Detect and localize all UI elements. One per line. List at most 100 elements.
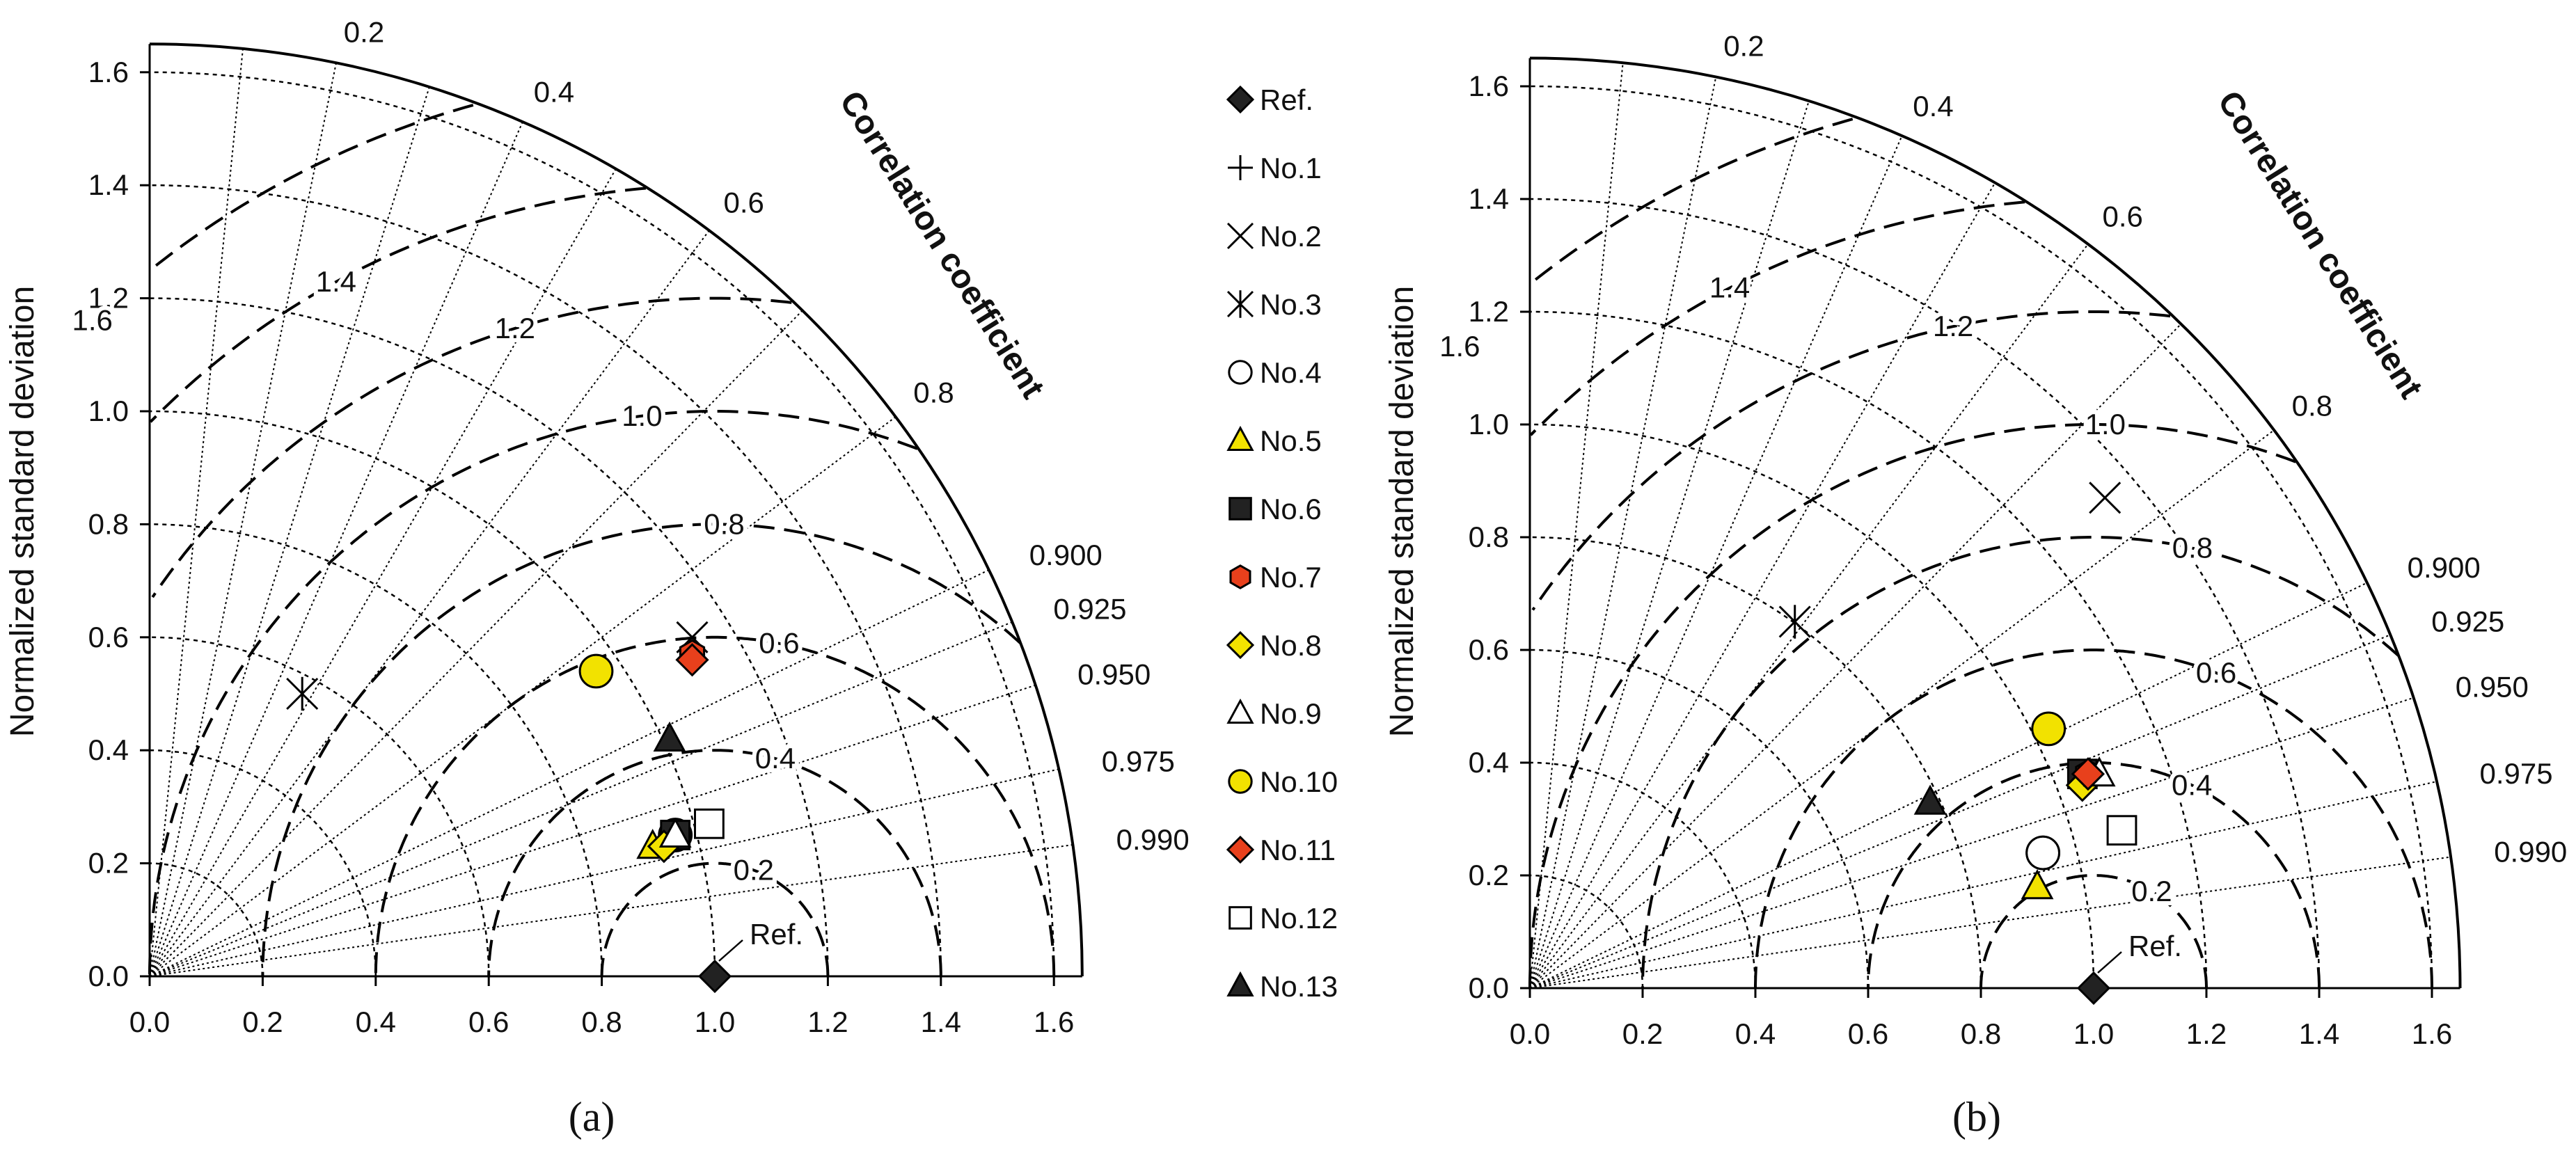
std-arc — [149, 636, 490, 977]
rms-label: 0.2 — [734, 854, 774, 887]
corr-tick-label: 0.975 — [1102, 745, 1175, 778]
rms-arc — [150, 104, 474, 270]
point-no4 — [2025, 835, 2061, 871]
corr-tick-label: 0.900 — [1029, 539, 1103, 571]
corr-tick-label: 0.900 — [2408, 551, 2481, 584]
rms-arc — [151, 296, 792, 598]
rms-arc — [374, 635, 1056, 976]
rms-label: 0.4 — [755, 742, 796, 774]
legend-marker-no13 — [1226, 971, 1254, 996]
rms-arc — [148, 410, 918, 976]
rms-arc — [1531, 310, 2171, 611]
point-no11 — [2071, 757, 2105, 791]
rms-label: 0.6 — [2196, 656, 2236, 689]
x-tick-label: 1.2 — [807, 1006, 848, 1038]
std-arc — [1529, 649, 1870, 989]
taylor-panel-b: 0.00.00.20.20.40.40.60.60.80.81.01.01.21… — [1384, 30, 2567, 1050]
corr-tick-label: 0.6 — [2103, 200, 2143, 232]
taylor-panel-a: 0.00.00.20.20.40.40.60.60.80.81.01.01.21… — [4, 15, 1190, 1038]
point-no12 — [2106, 815, 2138, 846]
rms-label: 0.6 — [759, 627, 799, 660]
y-tick-label: 0.0 — [88, 960, 129, 992]
rms-label: 1.4 — [1709, 271, 1750, 304]
outer-arc — [1529, 56, 2462, 989]
y-tick-label: 1.0 — [1469, 408, 1509, 440]
corr-tick-label: 0.950 — [1077, 658, 1151, 690]
legend-marker-no10 — [1228, 769, 1253, 794]
legend-marker-no7 — [1229, 564, 1251, 589]
x-tick-label: 0.4 — [1735, 1017, 1776, 1050]
point-no3 — [286, 676, 319, 711]
y-tick-label: 1.6 — [88, 56, 129, 88]
y-axis-label: Normalized standard deviation — [4, 286, 41, 737]
corr-ray — [1529, 634, 2391, 989]
point-ref — [697, 959, 732, 994]
x-tick-label: 1.4 — [921, 1006, 961, 1038]
corr-ray — [1529, 244, 2089, 989]
corr-ray — [149, 63, 337, 977]
y-tick-label: 0.4 — [88, 733, 129, 766]
corr-tick-label: 0.6 — [724, 186, 764, 219]
corr-ray — [149, 684, 1036, 977]
rms-label: 1.0 — [2085, 408, 2126, 440]
corr-tick-label: 0.2 — [344, 15, 384, 48]
y-tick-label: 0.8 — [88, 507, 129, 540]
point-no13 — [653, 721, 686, 752]
legend-marker-no3 — [1226, 290, 1254, 318]
x-tick-label: 0.6 — [1848, 1017, 1888, 1050]
corr-ray — [1529, 781, 2437, 989]
rms-arc — [1529, 200, 2025, 436]
rms-arc — [261, 523, 1022, 976]
corr-axis-title: Correlation coefficient — [832, 85, 1052, 405]
ref-annotation: Ref. — [2128, 930, 2182, 962]
legend-label: No.5 — [1260, 424, 1322, 457]
y-tick-label: 0.6 — [1469, 633, 1509, 666]
legend-marker-no11 — [1226, 835, 1255, 864]
corr-ray — [1529, 429, 2275, 989]
rms-arc — [1641, 536, 2400, 988]
x-tick-label: 1.4 — [2299, 1017, 2339, 1050]
rms-label: 1.2 — [1933, 310, 1973, 342]
legend-marker-no9 — [1226, 698, 1254, 724]
legend-marker-no5 — [1226, 425, 1254, 451]
legend-label: No.2 — [1260, 220, 1322, 253]
panel-label-b: (b) — [1952, 1094, 2001, 1140]
panel-label-a: (a) — [569, 1094, 615, 1140]
legend-label: No.7 — [1260, 561, 1322, 594]
corr-axis-title: Correlation coefficient — [2211, 85, 2430, 405]
corr-ray — [149, 86, 430, 977]
ref-annotation: Ref. — [750, 918, 803, 951]
x-tick-label: 0.2 — [242, 1006, 283, 1038]
y-tick-label: 1.0 — [88, 395, 129, 427]
y-tick-label: 0.2 — [1469, 859, 1509, 891]
corr-ray — [1529, 63, 1624, 989]
y-axis-label: Normalized standard deviation — [1384, 286, 1421, 737]
rms-label: 0.2 — [2131, 875, 2172, 907]
x-tick-label: 0.6 — [468, 1006, 509, 1038]
legend-marker-no8 — [1226, 630, 1255, 660]
std-arc — [1529, 536, 1982, 989]
x-tick-label: 1.0 — [695, 1006, 735, 1038]
corr-tick-label: 0.8 — [2292, 390, 2332, 422]
point-no12 — [694, 808, 725, 839]
corr-ray — [149, 844, 1073, 977]
corr-tick-label: 0.950 — [2456, 671, 2529, 704]
legend-label: Ref. — [1260, 84, 1313, 116]
y-tick-label: 0.6 — [88, 621, 129, 653]
rms-label: 1.6 — [1439, 330, 1480, 363]
y-tick-label: 1.2 — [88, 282, 129, 315]
rms-label: 1.2 — [495, 312, 535, 344]
y-tick-label: 0.4 — [1469, 746, 1509, 779]
corr-tick-label: 0.8 — [913, 376, 954, 409]
point-no2 — [2089, 482, 2121, 514]
x-tick-label: 1.0 — [2073, 1017, 2114, 1050]
legend-label: No.11 — [1260, 834, 1336, 866]
point-no9 — [658, 817, 692, 848]
rms-arc — [1754, 649, 2433, 988]
rms-arc — [1528, 423, 2297, 988]
x-tick-label: 0.8 — [1961, 1017, 2001, 1050]
corr-ray — [149, 569, 990, 977]
point-no10 — [2031, 711, 2067, 747]
std-arc — [149, 523, 603, 977]
